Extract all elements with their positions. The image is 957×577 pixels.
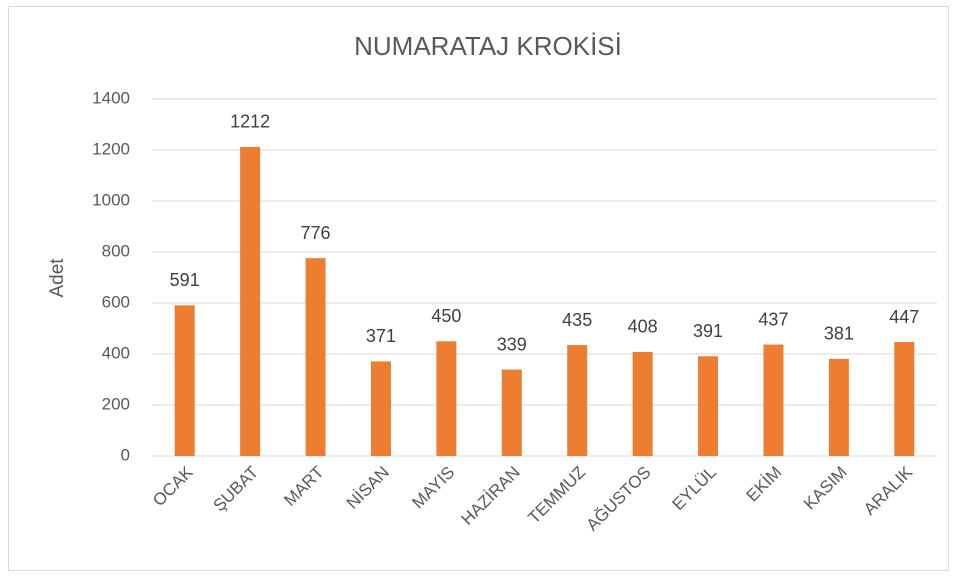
y-tick-label: 1400 bbox=[92, 88, 130, 107]
bar bbox=[894, 342, 915, 456]
data-label: 776 bbox=[301, 223, 331, 243]
data-label: 435 bbox=[562, 310, 592, 330]
data-label: 447 bbox=[889, 307, 919, 327]
y-tick-label: 1200 bbox=[92, 139, 130, 158]
data-label: 591 bbox=[170, 270, 200, 290]
bar bbox=[436, 341, 457, 456]
bar bbox=[240, 146, 261, 456]
bar bbox=[828, 358, 849, 456]
data-label: 450 bbox=[431, 306, 461, 326]
y-tick-label: 600 bbox=[102, 292, 130, 311]
bar bbox=[174, 305, 195, 456]
y-tick-label: 800 bbox=[102, 241, 130, 260]
data-label: 437 bbox=[758, 309, 788, 329]
y-axis-label: Adet bbox=[47, 258, 68, 298]
data-label: 339 bbox=[497, 334, 527, 354]
y-tick-label: 0 bbox=[121, 445, 130, 464]
bar bbox=[698, 356, 719, 456]
data-label: 381 bbox=[824, 324, 854, 344]
data-label: 371 bbox=[366, 326, 396, 346]
bar bbox=[567, 345, 588, 456]
data-label: 408 bbox=[628, 317, 658, 337]
y-tick-label: 200 bbox=[102, 394, 130, 413]
bar bbox=[632, 351, 653, 456]
bar bbox=[305, 258, 326, 456]
bar bbox=[370, 361, 391, 456]
chart-border bbox=[8, 6, 949, 571]
data-label: 391 bbox=[693, 321, 723, 341]
y-tick-label: 400 bbox=[102, 343, 130, 362]
bar bbox=[501, 369, 522, 456]
y-tick-label: 1000 bbox=[92, 190, 130, 209]
data-label: 1212 bbox=[230, 112, 270, 132]
chart-title: NUMARATAJ KROKİSİ bbox=[354, 31, 622, 61]
bar bbox=[763, 344, 784, 456]
